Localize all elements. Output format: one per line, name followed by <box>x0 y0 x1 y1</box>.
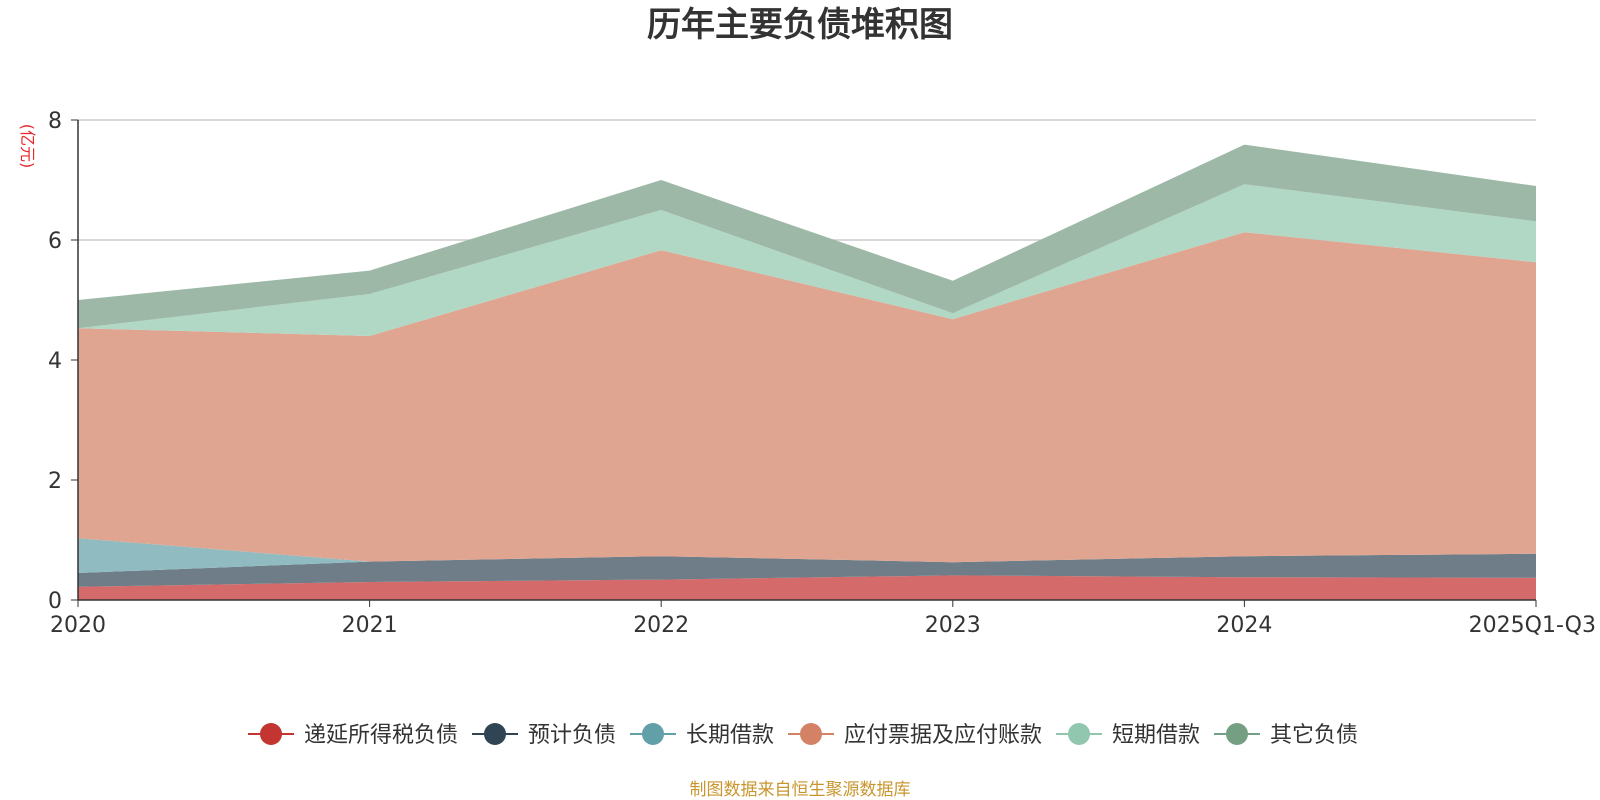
y-tick-label: 2 <box>48 469 62 494</box>
y-tick-label: 4 <box>48 349 62 374</box>
legend-item-5[interactable]: 其它负债 <box>1214 723 1358 748</box>
legend-marker <box>642 723 664 745</box>
x-tick-label: 2023 <box>925 613 981 638</box>
legend-item-2[interactable]: 长期借款 <box>630 723 774 748</box>
legend-item-3[interactable]: 应付票据及应付账款 <box>788 723 1042 748</box>
area-series <box>78 144 1536 600</box>
legend: 递延所得税负债 预计负债 长期借款 应付票据及应付账款 短期借款 其它负债 <box>248 723 1358 748</box>
legend-label: 长期借款 <box>686 723 774 748</box>
legend-item-1[interactable]: 预计负债 <box>472 723 616 748</box>
area-series-5 <box>78 144 1536 329</box>
legend-label: 其它负债 <box>1270 723 1358 748</box>
legend-item-4[interactable]: 短期借款 <box>1056 723 1200 748</box>
area-series-3 <box>78 232 1536 563</box>
legend-marker <box>1226 723 1248 745</box>
y-axis-ticks: 0 2 4 6 8 <box>48 109 78 614</box>
legend-label: 递延所得税负债 <box>304 723 458 748</box>
legend-label: 预计负债 <box>528 723 616 748</box>
data-source-note: 制图数据来自恒生聚源数据库 <box>690 780 911 800</box>
y-tick-label: 8 <box>48 109 62 134</box>
y-axis-unit: (亿元) <box>18 124 37 169</box>
legend-label: 短期借款 <box>1112 723 1200 748</box>
area-series-1 <box>78 553 1536 587</box>
area-series-0 <box>78 575 1536 600</box>
legend-marker <box>260 723 282 745</box>
y-tick-label: 6 <box>48 229 62 254</box>
legend-marker <box>484 723 506 745</box>
x-tick-label: 2024 <box>1216 613 1272 638</box>
area-series-4 <box>78 184 1536 336</box>
x-tick-label: 2021 <box>342 613 398 638</box>
chart-title: 历年主要负债堆积图 <box>647 5 953 45</box>
legend-item-0[interactable]: 递延所得税负债 <box>248 723 458 748</box>
x-axis-ticks: 2020 2021 2022 2023 2024 2025Q1-Q3 <box>50 600 1596 638</box>
x-tick-label: 2025Q1-Q3 <box>1469 613 1596 638</box>
x-tick-label: 2020 <box>50 613 106 638</box>
legend-marker <box>1068 723 1090 745</box>
y-tick-label: 0 <box>48 589 62 614</box>
legend-label: 应付票据及应付账款 <box>844 723 1042 748</box>
legend-marker <box>800 723 822 745</box>
x-tick-label: 2022 <box>633 613 689 638</box>
